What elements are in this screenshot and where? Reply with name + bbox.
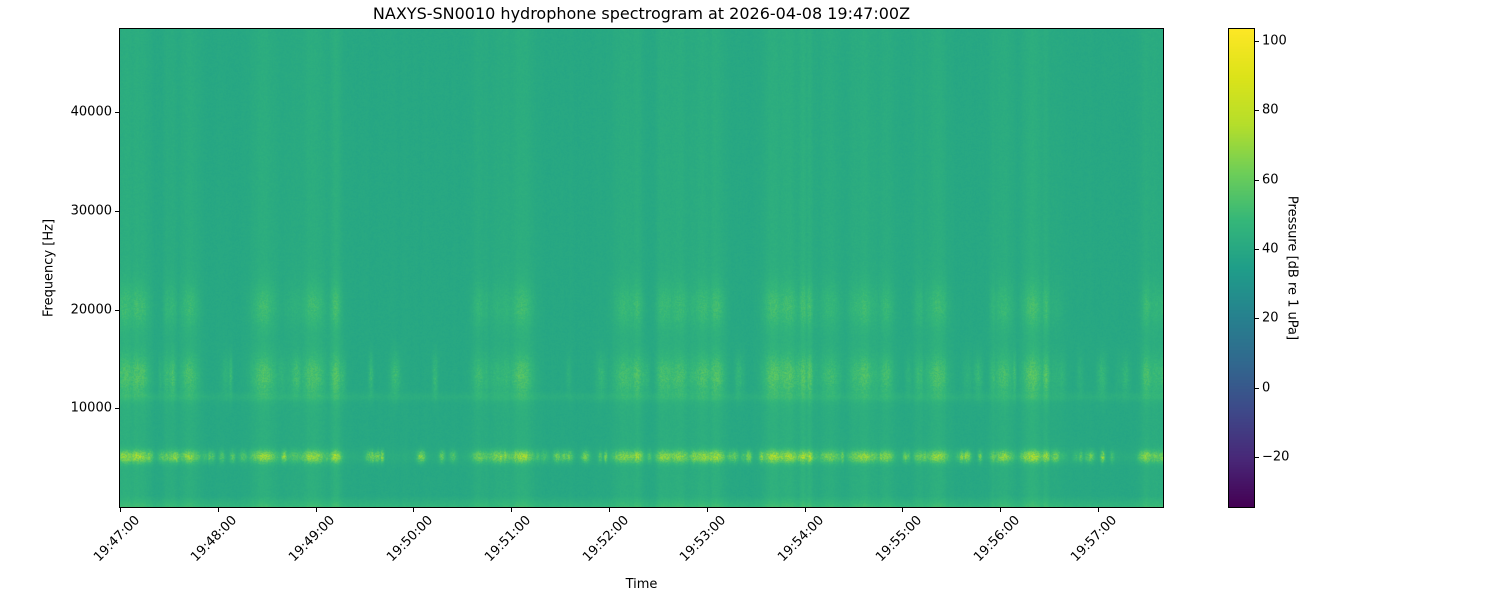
x-tick-label: 19:51:00 [481, 513, 534, 565]
x-tick-mark [902, 508, 904, 512]
x-tick-label: 19:57:00 [1068, 513, 1121, 565]
colorbar-tick-mark [1255, 456, 1259, 458]
y-tick-mark [115, 210, 119, 212]
colorbar-tick-mark [1255, 41, 1259, 43]
y-tick-label: 30000 [70, 203, 112, 219]
x-tick-label: 19:53:00 [677, 513, 730, 565]
colorbar-tick-mark [1255, 248, 1259, 250]
y-axis-label: Frequency [Hz] [41, 218, 57, 318]
x-tick-mark [1000, 508, 1001, 512]
x-tick-label: 19:47:00 [90, 513, 143, 565]
colorbar-frame [1228, 28, 1255, 508]
y-tick-mark [115, 309, 119, 311]
x-tick-mark [804, 508, 806, 512]
x-tick-label: 19:48:00 [188, 513, 241, 565]
colorbar-tick-label: 100 [1262, 33, 1287, 49]
y-tick-mark [115, 408, 119, 410]
chart-title: NAXYS-SN0010 hydrophone spectrogram at 2… [372, 4, 911, 23]
x-tick-label: 19:55:00 [872, 513, 925, 565]
y-tick-label: 10000 [70, 400, 112, 416]
x-tick-mark [120, 508, 121, 512]
colorbar-tick-mark [1255, 387, 1259, 389]
colorbar-tick-label: 0 [1262, 380, 1271, 395]
plot-area-frame [119, 28, 1164, 508]
x-tick-mark [706, 508, 708, 512]
colorbar-tick-label: 20 [1262, 310, 1279, 326]
colorbar-tick-mark [1255, 318, 1259, 320]
x-tick-label: 19:56:00 [970, 513, 1023, 565]
x-tick-mark [413, 508, 415, 512]
x-tick-mark [217, 508, 219, 512]
x-tick-label: 19:54:00 [775, 513, 828, 565]
colorbar-gradient [1229, 29, 1254, 507]
colorbar-tick-label: 40 [1262, 241, 1279, 257]
y-tick-label: 40000 [70, 104, 112, 120]
x-tick-label: 19:52:00 [579, 513, 632, 565]
colorbar-tick-mark [1255, 110, 1259, 112]
x-tick-label: 19:50:00 [384, 513, 436, 565]
y-tick-mark [115, 112, 119, 113]
y-tick-label: 20000 [70, 302, 112, 317]
x-tick-mark [608, 508, 610, 512]
colorbar-tick-label: −20 [1262, 449, 1290, 465]
x-tick-mark [511, 508, 513, 512]
x-tick-label: 19:49:00 [286, 513, 339, 565]
colorbar-tick-label: 80 [1262, 102, 1279, 118]
colorbar-label: Pressure [dB re 1 uPa] [1284, 195, 1300, 341]
colorbar-tick-mark [1255, 179, 1259, 181]
x-tick-mark [315, 508, 317, 512]
colorbar-tick-label: 60 [1262, 172, 1279, 188]
x-tick-mark [1097, 508, 1099, 512]
spectrogram-heatmap [120, 29, 1163, 507]
x-axis-label: Time [625, 577, 658, 592]
